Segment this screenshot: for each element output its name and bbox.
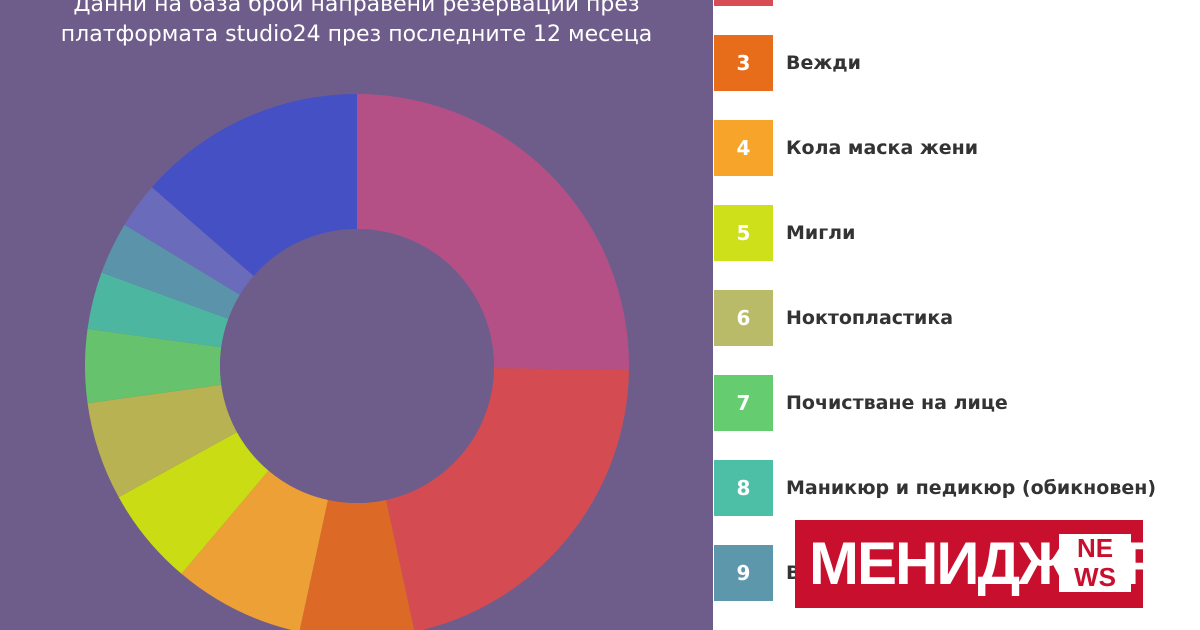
legend-label: Кола маска жени bbox=[786, 137, 979, 159]
donut-hole bbox=[220, 229, 494, 503]
logo-news-bottom: WS bbox=[1074, 562, 1116, 592]
chart-panel: Данни на база брой направени резервации … bbox=[0, 0, 713, 630]
legend-number-badge: 8 bbox=[714, 460, 773, 516]
legend-number-badge: 4 bbox=[714, 120, 773, 176]
brand-logo: МЕНИДЖЪР. NE WS bbox=[795, 520, 1169, 608]
chart-subtitle-line-1: Данни на база брой направени резервации … bbox=[73, 0, 640, 17]
legend-item: 6 Ноктопластика bbox=[714, 290, 1200, 346]
legend-number-badge: 3 bbox=[714, 35, 773, 91]
legend-number-badge: 5 bbox=[714, 205, 773, 261]
donut-chart bbox=[84, 93, 629, 630]
legend-swatch bbox=[714, 0, 773, 6]
donut-slice-5 bbox=[118, 432, 269, 574]
legend-number-badge: 9 bbox=[714, 545, 773, 601]
legend-number-badge: 7 bbox=[714, 375, 773, 431]
donut-slice-9 bbox=[101, 224, 240, 319]
donut-slice-10 bbox=[124, 187, 254, 295]
donut-slice-1 bbox=[357, 94, 629, 371]
donut-slice-3 bbox=[299, 499, 415, 630]
logo-news-top: NE bbox=[1076, 533, 1114, 563]
chart-subtitle-line-2: платформата studio24 през последните 12 … bbox=[60, 22, 653, 47]
legend-label: Маникюр и педикюр (обикновен) bbox=[786, 477, 1157, 499]
legend-item: 8 Маникюр и педикюр (обикновен) bbox=[714, 460, 1200, 516]
donut-slice-2 bbox=[386, 368, 629, 630]
legend-number-badge: 6 bbox=[714, 290, 773, 346]
legend-item: 5 Мигли bbox=[714, 205, 1200, 261]
legend-label: Почистване на лице bbox=[786, 392, 1008, 414]
donut-slice-8 bbox=[87, 272, 229, 348]
legend-item: 3 Вежди bbox=[714, 35, 1200, 91]
legend-label: Вежди bbox=[786, 52, 861, 74]
donut-slice-11 bbox=[151, 93, 357, 276]
chart-legend: 3 Вежди 4 Кола маска жени 5 Мигли 6 Нокт… bbox=[714, 0, 1200, 630]
legend-item: 9 В bbox=[714, 545, 1200, 601]
donut-slice-7 bbox=[84, 328, 222, 404]
legend-item: 7 Почистване на лице bbox=[714, 375, 1200, 431]
logo-news-box: NE WS bbox=[1059, 534, 1131, 592]
legend-label: Ноктопластика bbox=[786, 307, 954, 329]
legend-label: Мигли bbox=[786, 222, 856, 244]
legend-item: 4 Кола маска жени bbox=[714, 120, 1200, 176]
donut-slice-6 bbox=[87, 384, 237, 498]
donut-slice-4 bbox=[181, 470, 328, 630]
legend-item-partial bbox=[714, 0, 1200, 6]
